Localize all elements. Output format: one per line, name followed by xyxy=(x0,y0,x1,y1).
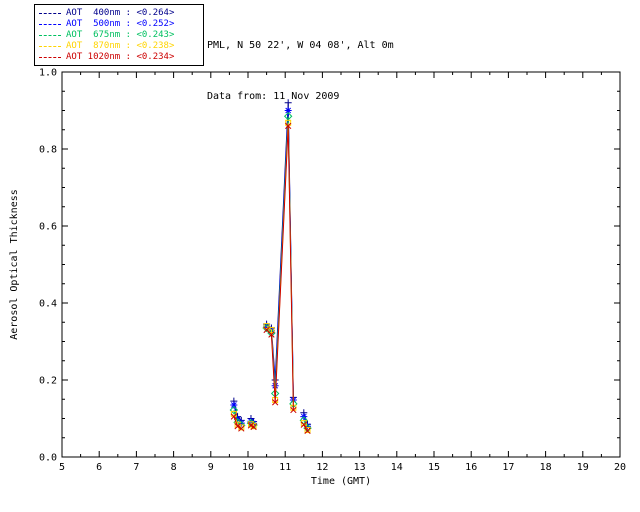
legend: AOT 400nm : <0.264> AOT 500nm : <0.252> … xyxy=(34,4,204,66)
x-tick-label: 7 xyxy=(133,462,139,473)
legend-label-1020nm: AOT 1020nm : <0.234> xyxy=(66,52,175,62)
legend-label-500nm: AOT 500nm : <0.252> xyxy=(66,19,175,29)
legend-line-swatch-400nm xyxy=(39,13,61,14)
series-line-aot-675nm xyxy=(233,116,308,429)
station-location: PML, N 50 22', W 04 08', Alt 0m xyxy=(207,40,394,51)
x-tick-label: 9 xyxy=(208,462,214,473)
x-tick-label: 11 xyxy=(279,462,291,473)
legend-item-1020nm: AOT 1020nm : <0.234> xyxy=(39,52,199,63)
series-aot-675nm xyxy=(229,112,312,433)
x-tick-label: 17 xyxy=(502,462,514,473)
x-tick-label: 16 xyxy=(465,462,477,473)
data-date: Data from: 11 Nov 2009 xyxy=(207,91,340,102)
axis-tick-labels: 5 6 7 8 9 10 11 12 13 14 15 16 17 18 19 20 0.0 0.2 0.4 0.6 0… xyxy=(39,68,626,474)
y-tick-label: 0.2 xyxy=(39,376,57,387)
x-tick-label: 14 xyxy=(391,462,403,473)
legend-label-675nm: AOT 675nm : <0.243> xyxy=(66,30,175,40)
y-tick-label: 1.0 xyxy=(39,68,57,79)
legend-line-swatch-500nm xyxy=(39,24,61,25)
series-line-aot-1020nm xyxy=(233,125,308,432)
y-tick-label: 0.8 xyxy=(39,145,57,156)
legend-line-swatch-1020nm xyxy=(39,57,61,58)
x-tick-label: 8 xyxy=(171,462,177,473)
station-info: PML, N 50 22', W 04 08', Alt 0m Data fro… xyxy=(207,3,394,139)
x-tick-label: 12 xyxy=(316,462,328,473)
legend-item-675nm: AOT 675nm : <0.243> xyxy=(39,30,199,41)
y-tick-label: 0.4 xyxy=(39,299,57,310)
series-aot-400nm xyxy=(230,99,312,428)
x-tick-label: 5 xyxy=(59,462,65,473)
series-aot-870nm xyxy=(230,119,311,434)
series-line-aot-400nm xyxy=(233,102,308,425)
series-line-aot-870nm xyxy=(233,122,308,431)
x-tick-label: 18 xyxy=(540,462,552,473)
x-axis-label: Time (GMT) xyxy=(311,476,371,487)
legend-label-400nm: AOT 400nm : <0.264> xyxy=(66,8,175,18)
axes xyxy=(61,71,621,458)
legend-item-870nm: AOT 870nm : <0.238> xyxy=(39,41,199,52)
x-tick-label: 13 xyxy=(354,462,366,473)
legend-label-870nm: AOT 870nm : <0.238> xyxy=(66,41,175,51)
x-tick-label: 10 xyxy=(242,462,254,473)
series-line-aot-500nm xyxy=(233,110,308,427)
legend-item-500nm: AOT 500nm : <0.252> xyxy=(39,19,199,30)
x-tick-label: 15 xyxy=(428,462,440,473)
legend-line-swatch-675nm xyxy=(39,35,61,36)
y-tick-label: 0.6 xyxy=(39,222,57,233)
y-tick-label: 0.0 xyxy=(39,453,57,464)
legend-line-swatch-870nm xyxy=(39,46,61,47)
series-aot-1020nm xyxy=(230,122,311,434)
legend-item-400nm: AOT 400nm : <0.264> xyxy=(39,8,199,19)
x-tick-label: 20 xyxy=(614,462,626,473)
y-axis-label: Aerosol Optical Thickness xyxy=(9,189,20,340)
x-tick-label: 19 xyxy=(577,462,589,473)
x-tick-label: 6 xyxy=(96,462,102,473)
series-aot-500nm xyxy=(230,107,312,430)
